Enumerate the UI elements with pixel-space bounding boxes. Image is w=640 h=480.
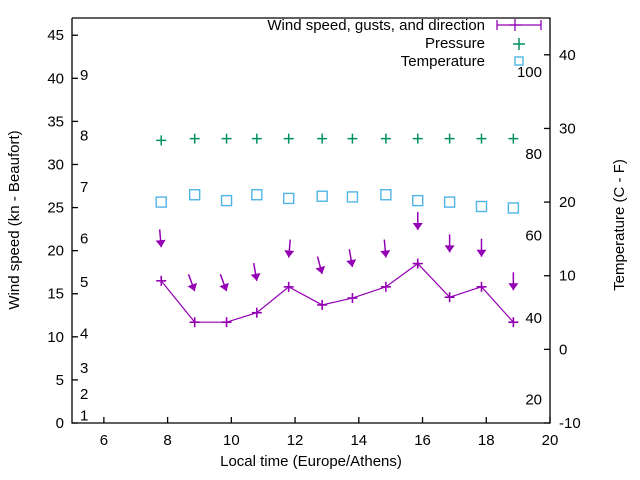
gust-arrow-head [346, 259, 357, 268]
y-tick-label: 10 [47, 329, 64, 346]
y-tick-label: 25 [47, 200, 64, 217]
temperature-marker [443, 196, 456, 208]
temperature-marker [346, 191, 359, 203]
gust-arrow-head [187, 282, 197, 292]
gust-arrow-head [412, 222, 423, 230]
fahrenheit-scale-labels: 20 40 60 80 100 [517, 64, 542, 409]
gust-arrow [380, 239, 391, 258]
gust-arrow-head [155, 239, 166, 248]
temperature-marker [507, 202, 520, 214]
temperature-marker [380, 189, 392, 201]
gust-arrow [155, 229, 166, 248]
chart-legend: Wind speed, gusts, and direction Pressur… [267, 17, 542, 70]
fahrenheit-label: 40 [525, 310, 542, 327]
y-tick-label: 30 [47, 156, 64, 173]
beaufort-label: 4 [80, 326, 88, 343]
beaufort-label: 5 [80, 274, 88, 291]
y2-tick-label: 10 [559, 268, 576, 285]
gust-arrow-head [508, 283, 519, 291]
gust-arrow-head [315, 265, 326, 274]
gust-arrow [444, 234, 455, 253]
beaufort-label: 3 [80, 360, 88, 377]
gust-arrow [346, 249, 357, 268]
gust-arrow [508, 272, 519, 291]
gust-arrow [250, 262, 261, 281]
y-axis-left-title: Wind speed (kn - Beaufort) [6, 130, 23, 309]
y2-tick-label: 0 [559, 341, 567, 358]
gust-arrow-head [444, 245, 455, 253]
legend-label-temperature: Temperature [401, 53, 485, 70]
x-tick-label: 16 [414, 432, 431, 449]
y-tick-label: 20 [47, 243, 64, 260]
fahrenheit-label: 100 [517, 64, 542, 81]
fahrenheit-label: 60 [525, 227, 542, 244]
gust-arrow-head [476, 249, 487, 257]
legend-marker-temperature-square [514, 56, 524, 66]
gust-arrow [315, 256, 326, 275]
y-tick-label: 40 [47, 70, 64, 87]
fahrenheit-label: 80 [525, 146, 542, 163]
gust-arrow-head [284, 250, 295, 258]
temperature-marker [412, 194, 424, 207]
y-tick-label: 45 [47, 27, 64, 44]
beaufort-scale-labels: 1 2 3 4 5 6 7 8 9 [80, 67, 88, 424]
gust-arrow-head [250, 273, 261, 281]
temperature-marker [220, 194, 233, 207]
beaufort-label: 9 [80, 67, 88, 84]
x-tick-label: 12 [287, 432, 304, 449]
beaufort-label: 1 [80, 407, 88, 424]
beaufort-label: 6 [80, 231, 88, 248]
y-axis-right-title: Temperature (C - F) [611, 159, 628, 291]
gust-arrow-head [380, 250, 391, 258]
gust-arrow [219, 273, 229, 292]
legend-label-wind: Wind speed, gusts, and direction [267, 17, 485, 34]
temperature-marker [282, 192, 295, 205]
gust-arrow-head [219, 282, 229, 292]
x-tick-label: 18 [478, 432, 495, 449]
y2-tick-label: 30 [559, 120, 576, 137]
gust-arrow [412, 211, 423, 230]
y-tick-label: 35 [47, 113, 64, 130]
y-tick-label: 15 [47, 286, 64, 303]
series-gust-arrows [155, 211, 519, 292]
series-temperature [155, 189, 520, 214]
y-axis-right-ticks: -10 0 10 20 30 40 [544, 47, 581, 432]
x-tick-label: 20 [542, 432, 559, 449]
fahrenheit-label: 20 [525, 392, 542, 409]
x-tick-label: 6 [100, 432, 108, 449]
beaufort-label: 8 [80, 127, 88, 144]
temperature-marker [475, 200, 488, 213]
x-tick-label: 8 [163, 432, 171, 449]
y-tick-label: 0 [56, 415, 64, 432]
x-axis-ticks: 6 8 10 12 14 16 18 20 [100, 417, 559, 449]
x-tick-label: 10 [223, 432, 240, 449]
temperature-marker [251, 189, 263, 201]
y2-tick-label: -10 [559, 415, 581, 432]
series-wind-speed [156, 258, 519, 328]
y-axis-left-ticks: 0 5 10 15 20 25 30 35 40 45 [47, 27, 78, 432]
gust-arrow [476, 238, 487, 257]
beaufort-label: 2 [80, 386, 88, 403]
temperature-marker [155, 196, 167, 208]
series-pressure [156, 133, 519, 146]
y-tick-label: 5 [56, 372, 64, 389]
y2-tick-label: 40 [559, 47, 576, 64]
beaufort-label: 7 [80, 179, 88, 196]
temperature-marker [188, 189, 201, 201]
x-tick-label: 14 [350, 432, 367, 449]
wind-speed-line [160, 262, 514, 323]
gust-arrow [284, 239, 295, 258]
gust-arrow [187, 273, 197, 292]
x-axis-title: Local time (Europe/Athens) [220, 453, 402, 470]
legend-label-pressure: Pressure [425, 35, 485, 52]
y2-tick-label: 20 [559, 194, 576, 211]
temperature-marker [316, 190, 328, 202]
